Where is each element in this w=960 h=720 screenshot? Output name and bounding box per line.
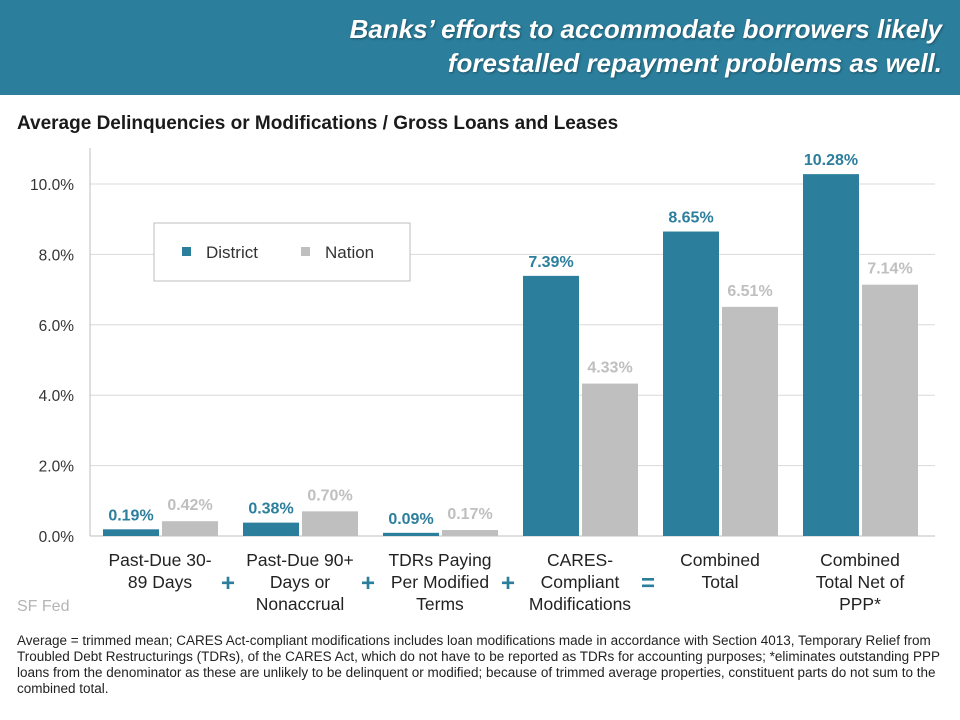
x-tick-label: Total Net of: [816, 572, 905, 592]
banner-headline-line-1: Banks’ efforts to accommodate borrowers …: [349, 14, 942, 44]
operator-symbol: +: [501, 570, 515, 597]
x-tick-label: Days or: [270, 572, 330, 592]
legend-label-district: District: [206, 243, 258, 262]
y-tick-label: 4.0%: [39, 388, 75, 405]
nation-bar: [302, 511, 358, 536]
nation-bar: [582, 383, 638, 536]
legend-swatch-district: [182, 247, 191, 256]
district-bar: [523, 275, 579, 536]
x-tick-label: Modifications: [529, 594, 631, 614]
nation-bar: [862, 284, 918, 536]
nation-data-label: 0.42%: [167, 497, 212, 514]
district-bar: [383, 532, 439, 536]
x-tick-label: Past-Due 90+: [246, 550, 354, 570]
district-data-label: 7.39%: [528, 254, 573, 271]
y-tick-label: 2.0%: [39, 459, 75, 476]
y-tick-label: 8.0%: [39, 247, 75, 264]
operator-symbol: =: [641, 570, 655, 597]
district-data-label: 10.28%: [804, 152, 858, 169]
nation-bar: [722, 306, 778, 536]
y-tick-label: 0.0%: [39, 529, 75, 546]
x-tick-label: Past-Due 30-: [108, 550, 211, 570]
x-tick-label: 89 Days: [128, 572, 192, 592]
x-tick-label: CARES-: [547, 550, 613, 570]
legend-swatch-nation: [301, 247, 310, 256]
district-data-label: 0.38%: [248, 501, 293, 518]
nation-data-label: 7.14%: [867, 261, 912, 278]
district-bar: [663, 231, 719, 536]
x-tick-label: Nonaccrual: [256, 594, 345, 614]
nation-data-label: 0.70%: [307, 487, 352, 504]
banner-headline-line-2: forestalled repayment problems as well.: [447, 48, 942, 78]
nation-data-label: 6.51%: [727, 283, 772, 300]
nation-bar: [162, 521, 218, 536]
x-tick-label: Per Modified: [391, 572, 489, 592]
operator-symbol: +: [361, 570, 375, 597]
x-tick-label: Combined: [820, 550, 900, 570]
y-tick-label: 10.0%: [30, 177, 74, 194]
district-bar: [243, 522, 299, 536]
x-tick-label: Total: [702, 572, 739, 592]
x-tick-label: Combined: [680, 550, 760, 570]
x-tick-label: PPP*: [839, 594, 881, 614]
source-label: SF Fed: [17, 598, 70, 615]
district-data-label: 8.65%: [668, 210, 713, 227]
district-data-label: 0.19%: [108, 507, 153, 524]
chart-title: Average Delinquencies or Modifications /…: [17, 113, 619, 134]
x-tick-label: TDRs Paying: [388, 550, 491, 570]
nation-data-label: 0.17%: [447, 506, 492, 523]
district-bar: [803, 174, 859, 537]
y-tick-label: 6.0%: [39, 318, 75, 335]
nation-bar: [442, 530, 498, 536]
district-data-label: 0.09%: [388, 511, 433, 528]
operator-symbol: +: [221, 570, 235, 597]
district-bar: [103, 529, 159, 536]
title-banner: Banks’ efforts to accommodate borrowers …: [0, 0, 960, 95]
x-tick-label: Terms: [416, 594, 464, 614]
legend-label-nation: Nation: [325, 243, 374, 262]
legend-box: [153, 222, 411, 282]
nation-data-label: 4.33%: [587, 360, 632, 377]
x-tick-label: Compliant: [541, 572, 620, 592]
footnote: Average = trimmed mean; CARES Act-compli…: [17, 633, 940, 696]
